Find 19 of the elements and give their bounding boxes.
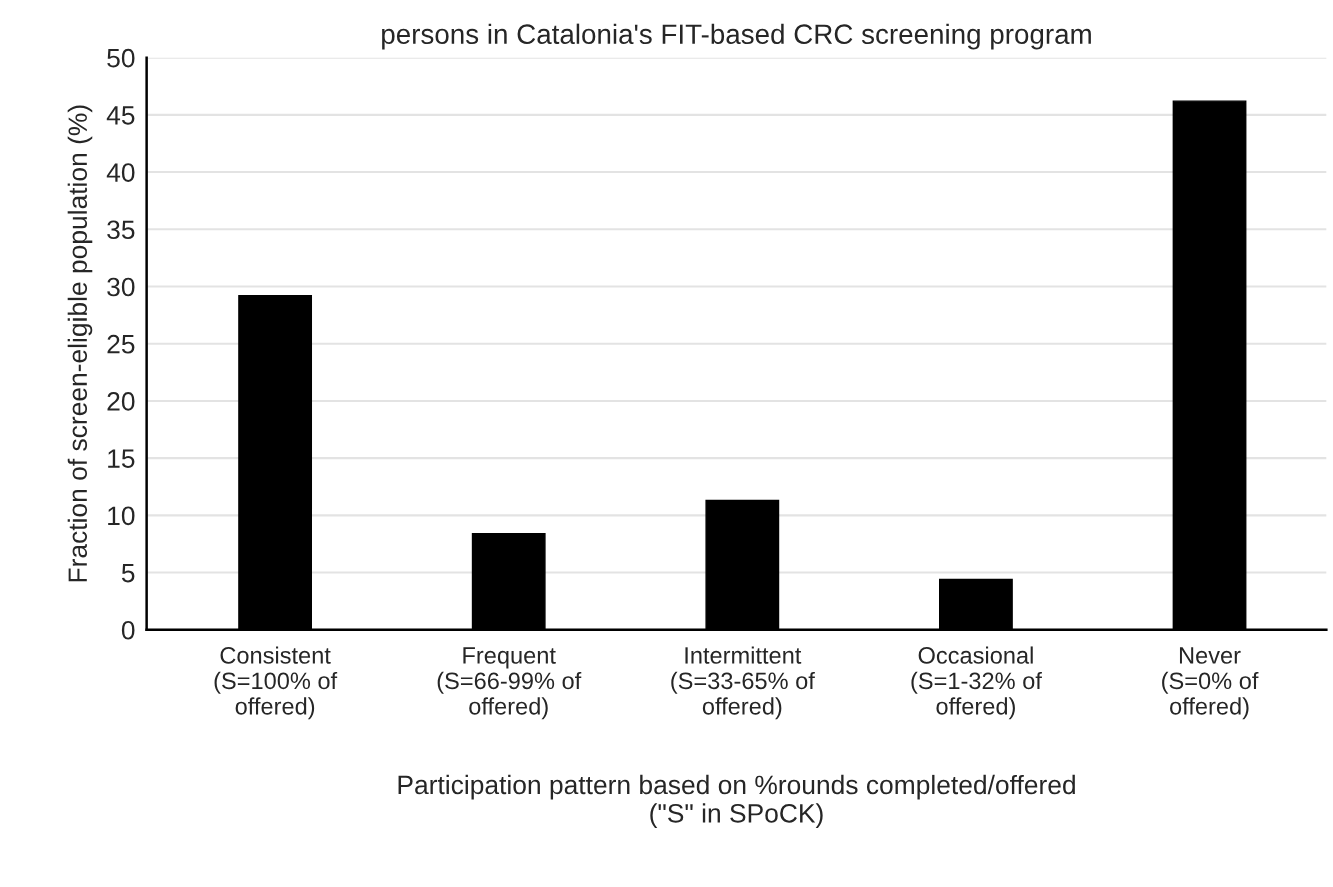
y-tick-label: 35 bbox=[107, 220, 135, 240]
x-tick-label: Frequent (S=66-99% of offered) bbox=[437, 647, 582, 720]
x-tick-label: Consistent (S=100% of offered) bbox=[214, 646, 338, 720]
x-tick-label: Occasional (S=1-32% of offered) bbox=[911, 646, 1042, 720]
y-tick-label: 30 bbox=[107, 277, 135, 297]
y-tick-label: 5 bbox=[121, 563, 135, 583]
y-tick-label: 40 bbox=[106, 163, 135, 182]
y-tick-label: 45 bbox=[106, 106, 135, 125]
y-tick-label: 0 bbox=[121, 620, 135, 640]
y-tick-label: 10 bbox=[108, 506, 135, 526]
x-tick-label: Never (S=0% of offered) bbox=[1162, 647, 1259, 720]
y-tick-label: 50 bbox=[107, 48, 135, 68]
y-tick-label: 20 bbox=[107, 392, 135, 411]
y-tick-label: 15 bbox=[108, 449, 135, 468]
chart-title: persons in Catalonia's FIT-based CRC screening program bbox=[382, 23, 1091, 50]
x-axis-title: Participation pattern based on %rounds completed/offered ("S" in SPoCK) bbox=[398, 774, 1075, 828]
y-axis-title: Fraction of screen-eligible population (%) bbox=[67, 105, 93, 582]
x-tick-label: Intermittent (S=33-65% of offered) bbox=[671, 646, 815, 720]
y-tick-label: 25 bbox=[107, 334, 135, 354]
